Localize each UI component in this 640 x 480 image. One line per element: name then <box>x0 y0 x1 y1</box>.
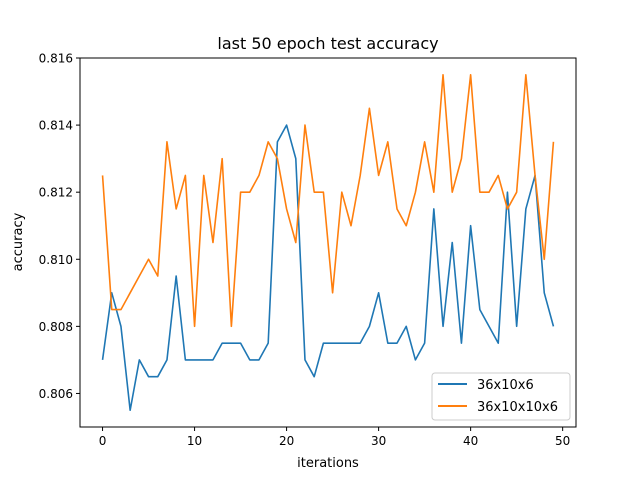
chart-title: last 50 epoch test accuracy <box>217 34 438 53</box>
y-tick-label: 0.810 <box>39 253 73 267</box>
y-tick-label: 0.814 <box>39 119 73 133</box>
legend-label-series-1: 36x10x6 <box>477 378 534 393</box>
x-tick-label: 10 <box>187 434 202 448</box>
legend: 36x10x6 36x10x10x6 <box>431 372 571 421</box>
x-axis-ticks: 0 10 20 30 40 50 <box>99 427 570 448</box>
legend-label-series-2: 36x10x10x6 <box>477 400 558 415</box>
y-axis-ticks: 0.806 0.808 0.810 0.812 0.814 0.816 <box>39 52 80 401</box>
y-tick-label: 0.816 <box>39 52 73 66</box>
x-tick-label: 20 <box>279 434 294 448</box>
y-tick-label: 0.812 <box>39 186 73 200</box>
x-axis-label: iterations <box>297 456 359 471</box>
y-axis-label: accuracy <box>11 212 26 271</box>
x-tick-label: 50 <box>555 434 570 448</box>
x-tick-label: 0 <box>99 434 107 448</box>
x-tick-label: 30 <box>371 434 386 448</box>
y-tick-label: 0.806 <box>39 387 73 401</box>
series-line-1 <box>101 124 555 412</box>
plot-lines <box>101 73 555 412</box>
y-tick-label: 0.808 <box>39 320 73 334</box>
x-tick-label: 40 <box>463 434 478 448</box>
axes-frame <box>79 57 577 428</box>
series-line-2 <box>101 73 555 328</box>
